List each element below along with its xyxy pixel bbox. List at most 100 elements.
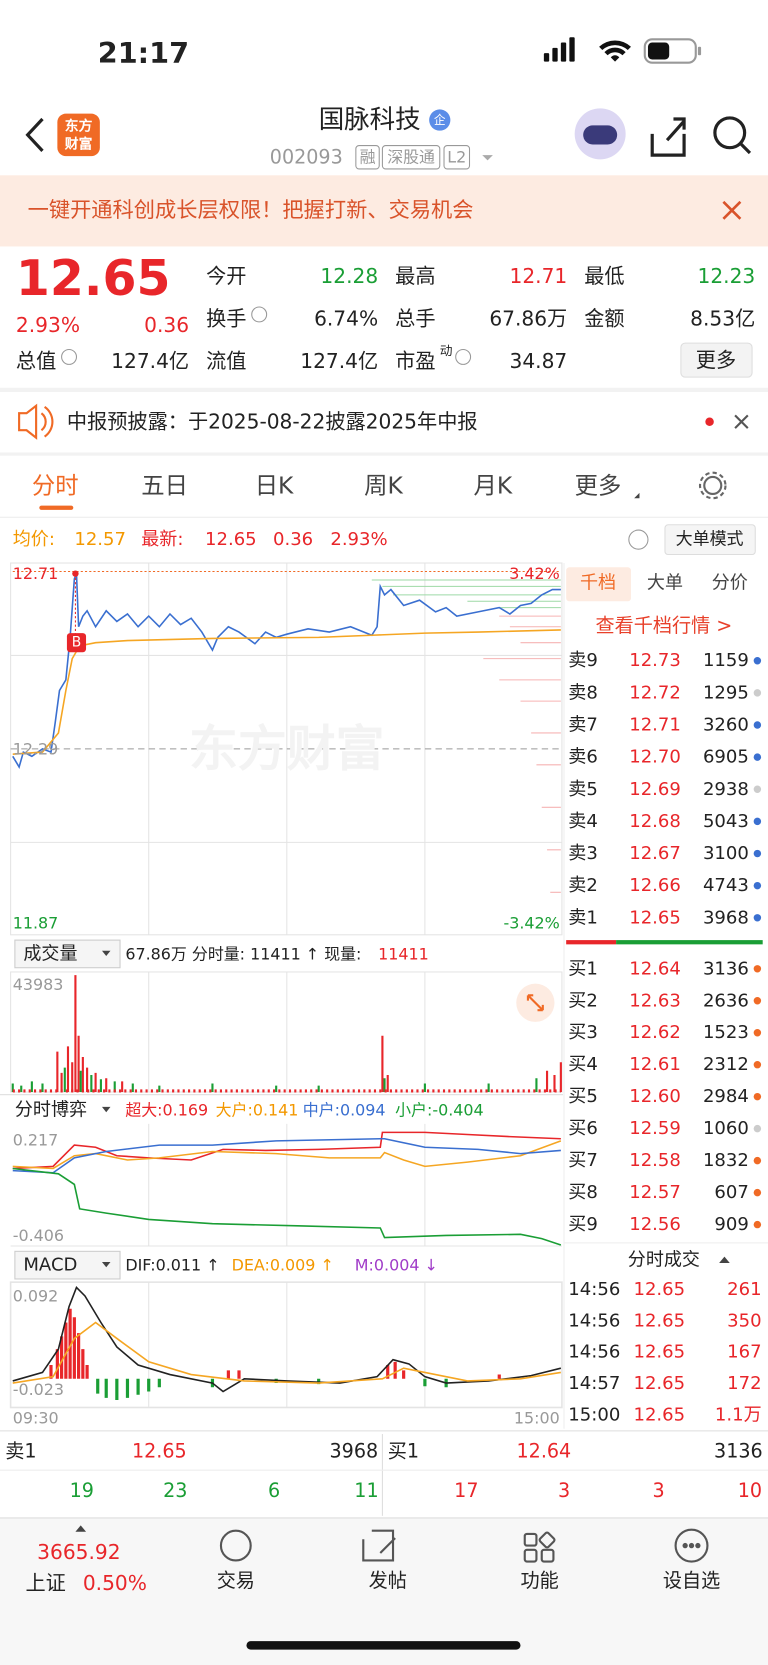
nav-item[interactable]: 功能: [521, 1569, 559, 1592]
tag-box: [381, 145, 441, 170]
tag-box: [443, 145, 471, 170]
selector[interactable]: [14, 939, 121, 969]
level-dot: [753, 721, 762, 729]
book-tab[interactable]: 大单: [647, 573, 683, 594]
field-value: 127.4亿: [111, 349, 189, 373]
level-volume: 1295: [703, 682, 749, 703]
search-handle: [739, 142, 752, 155]
info-icon[interactable]: [455, 348, 472, 365]
field-value: 127.4亿: [300, 349, 378, 373]
level-price: 12.66: [629, 875, 681, 896]
avg-price: 12.57: [74, 529, 126, 550]
back-button[interactable]: [25, 117, 44, 152]
search[interactable]: [713, 116, 747, 150]
latest-label: 最新:: [141, 529, 183, 550]
axis-low: 11.87: [13, 914, 59, 933]
level-label: 买6: [568, 1118, 598, 1139]
banner[interactable]: [0, 175, 768, 247]
level-dot: [753, 1029, 762, 1037]
trade-time: 14:56: [568, 1342, 620, 1363]
logo-text: 财富: [65, 135, 93, 152]
logo: [57, 113, 100, 157]
level-label: 买8: [568, 1182, 598, 1203]
level-price: 12.62: [629, 1022, 681, 1043]
share[interactable]: [650, 117, 686, 157]
tab[interactable]: 周K: [364, 471, 403, 499]
game-min: -0.406: [13, 1226, 64, 1245]
clock: 21:17: [98, 36, 189, 70]
book-tab[interactable]: 千档: [580, 573, 616, 594]
count: 10: [738, 1479, 762, 1502]
tab[interactable]: 五日: [141, 471, 188, 499]
level-price: 12.72: [629, 682, 681, 703]
level-dot: [753, 965, 762, 973]
settings[interactable]: [703, 475, 723, 496]
selector[interactable]: [14, 1250, 121, 1280]
level-dot: [753, 997, 762, 1005]
info-icon[interactable]: [251, 306, 268, 323]
count: 17: [454, 1479, 478, 1502]
selector-label[interactable]: 分时博弈: [15, 1100, 87, 1121]
notice-text[interactable]: 中报预披露：于2025-08-22披露2025年中报: [67, 410, 478, 434]
count: 23: [163, 1479, 187, 1502]
mode-button[interactable]: [664, 524, 756, 556]
nav-item[interactable]: 交易: [217, 1569, 255, 1592]
level-dot: [753, 881, 762, 890]
nav-item[interactable]: 设自选: [663, 1569, 720, 1592]
level-volume: 3100: [703, 843, 749, 864]
trade-volume: 167: [727, 1342, 761, 1363]
arrow: [75, 1525, 87, 1532]
index-name: 上证: [25, 1571, 65, 1595]
trade-volume: 172: [727, 1373, 761, 1394]
axis-low-pct: -3.42%: [503, 914, 559, 933]
field-value: 8.53亿: [690, 307, 755, 331]
tab[interactable]: 更多: [575, 471, 622, 499]
time-end: 15:00: [514, 1409, 560, 1428]
tag: 融: [360, 148, 376, 167]
unread-dot: [705, 417, 714, 426]
level-volume: 1159: [703, 650, 749, 671]
level-label: 买2: [568, 990, 598, 1011]
more-button[interactable]: [680, 342, 753, 378]
help[interactable]: [628, 529, 649, 550]
tab[interactable]: 月K: [474, 471, 513, 499]
trade-time: 14:57: [568, 1373, 620, 1394]
level-dot: [753, 785, 762, 793]
level-label: 卖7: [568, 715, 598, 736]
nav-item[interactable]: 发帖: [369, 1569, 407, 1592]
field-label: 市盈: [395, 349, 435, 373]
level-price: 12.69: [629, 779, 681, 800]
book-tab[interactable]: 分价: [712, 573, 748, 594]
mode-label: 大单模式: [676, 530, 744, 550]
tab[interactable]: 日K: [255, 471, 294, 499]
count: 3: [558, 1479, 570, 1502]
level-label: 买4: [568, 1054, 598, 1075]
close[interactable]: [722, 200, 742, 220]
level-dot: [753, 753, 762, 761]
status-icons: [543, 37, 702, 64]
level-dot: [753, 1220, 762, 1229]
macd-legend: DIF:0.011 ↑: [125, 1256, 219, 1275]
tab[interactable]: 分时: [32, 471, 79, 499]
field-value: 12.23: [698, 264, 756, 288]
index-value[interactable]: 3665.92: [37, 1540, 120, 1564]
buy-label: 买1: [388, 1440, 419, 1463]
macd-legend: DEA:0.009 ↑: [232, 1256, 334, 1275]
change-pct: 2.93%: [16, 313, 80, 337]
trades-title[interactable]: 分时成交: [628, 1249, 700, 1270]
info-icon[interactable]: [61, 348, 78, 365]
field-label: 最低: [584, 264, 624, 288]
latest-change: 0.36: [273, 529, 313, 550]
dropdown[interactable]: [482, 155, 493, 161]
selector-arrow: [101, 1261, 111, 1268]
stock-code: 002093: [270, 146, 343, 169]
tag-box: [355, 145, 380, 170]
field-label: 金额: [584, 307, 624, 331]
trade-time: 14:56: [568, 1279, 620, 1300]
buy-volume: 3136: [714, 1440, 763, 1463]
selector-arrow: [101, 950, 111, 957]
depth-link[interactable]: 查看千档行情 >: [596, 614, 733, 637]
logo-text: 东方: [65, 117, 93, 134]
field-label: 今开: [206, 264, 246, 288]
close[interactable]: [734, 414, 749, 429]
